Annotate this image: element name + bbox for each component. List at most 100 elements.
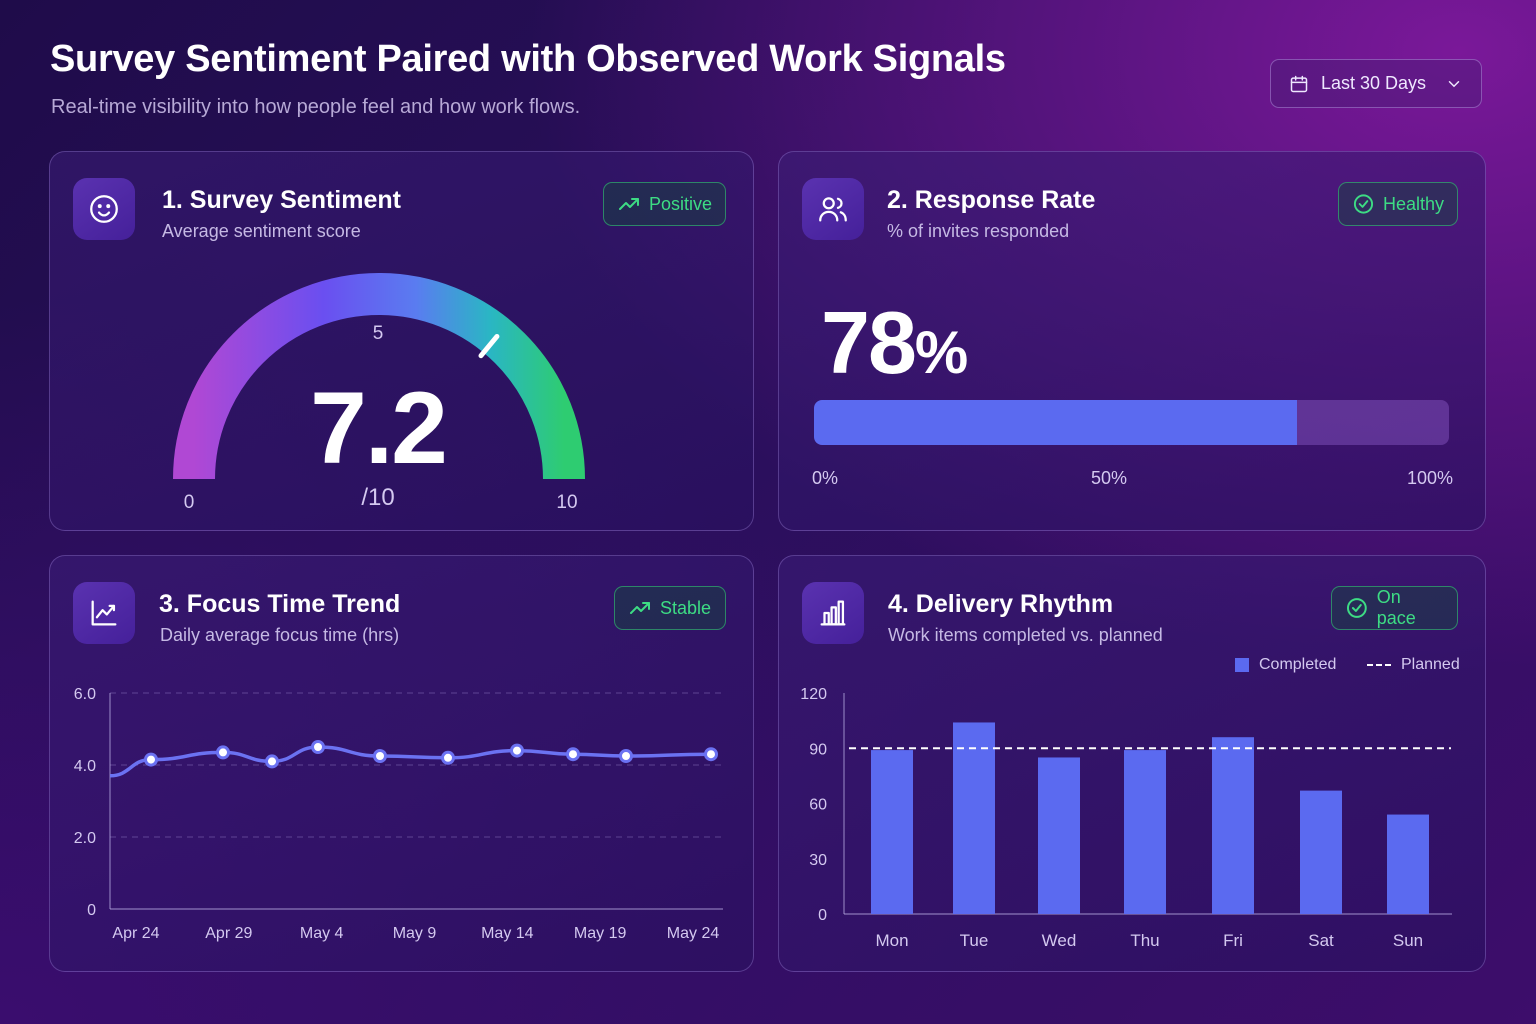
y-tick-label: 120 (800, 686, 827, 703)
y-tick-label: 0 (818, 907, 827, 924)
sentiment-card: 1. Survey Sentiment Average sentiment sc… (49, 151, 754, 531)
response-status-badge: Healthy (1338, 182, 1458, 226)
legend-completed-label: Completed (1259, 656, 1337, 673)
completed-bar[interactable] (1038, 757, 1080, 914)
calendar-icon (1290, 75, 1308, 92)
legend-completed-swatch (1235, 658, 1249, 672)
x-tick-label: Apr 24 (112, 925, 159, 942)
x-tick-label: May 19 (574, 925, 627, 942)
x-tick-label: Thu (1130, 931, 1159, 950)
sentiment-suffix: /10 (361, 484, 395, 511)
y-tick-label: 90 (809, 741, 827, 758)
response-icon-box (802, 178, 864, 240)
response-title: 2. Response Rate (887, 186, 1096, 214)
trending-up-icon (630, 602, 650, 614)
smile-icon (90, 195, 118, 223)
gauge-mid-label: 5 (373, 323, 384, 344)
x-tick-label: Mon (875, 931, 908, 950)
gauge-max-label: 10 (556, 492, 577, 513)
progress-tick-100: 100% (1407, 468, 1454, 488)
x-tick-label: Sat (1308, 931, 1334, 950)
completed-bar[interactable] (1300, 790, 1342, 914)
focus-title: 3. Focus Time Trend (159, 590, 401, 618)
y-tick-label: 0 (87, 902, 96, 919)
response-rate-card: 2. Response Rate % of invites responded … (778, 151, 1486, 531)
focus-line-chart: 0 2.0 4.0 6.0 Apr 24 Apr 29 May 4 May 9 May 14 Ma… (74, 686, 723, 942)
focus-data-point[interactable] (510, 743, 524, 758)
page-title: Survey Sentiment Paired with Observed Wo… (50, 38, 1006, 80)
legend-planned-swatch (1367, 664, 1391, 666)
legend-completed: Completed (1235, 656, 1336, 674)
y-tick-label: 6.0 (74, 686, 96, 703)
completed-bar[interactable] (871, 750, 913, 914)
y-tick-label: 60 (809, 797, 827, 814)
focus-icon-box (73, 582, 135, 644)
page-subtitle: Real-time visibility into how people fee… (51, 96, 581, 118)
sentiment-gauge: 0 5 10 (173, 273, 585, 513)
focus-status-badge: Stable (614, 586, 726, 630)
focus-data-point[interactable] (619, 749, 633, 763)
response-subtitle: % of invites responded (887, 221, 1070, 241)
chevron-down-icon (1448, 81, 1460, 88)
legend-planned-label: Planned (1401, 656, 1460, 673)
trending-up-icon (618, 198, 639, 210)
x-tick-label: Apr 29 (205, 925, 252, 942)
focus-data-point[interactable] (566, 747, 580, 762)
progress-tick-50: 50% (1091, 468, 1128, 488)
sentiment-status-badge: Positive (603, 182, 726, 226)
response-rate-unit: % (914, 319, 969, 386)
sentiment-value: 7.2 (310, 371, 448, 485)
delivery-badge-label: On pace (1376, 587, 1416, 628)
response-progress-fill (814, 400, 1297, 445)
check-circle-icon (1346, 598, 1367, 618)
focus-data-point[interactable] (311, 740, 325, 754)
gauge-min-label: 0 (184, 492, 195, 513)
focus-time-card: 3. Focus Time Trend Daily average focus … (49, 555, 754, 972)
x-tick-label: May 14 (481, 925, 534, 942)
completed-bar[interactable] (953, 722, 995, 914)
x-tick-label: May 9 (393, 925, 437, 942)
legend-planned: Planned (1367, 656, 1460, 674)
bar-chart-icon (820, 600, 846, 626)
response-rate-value: 78% (821, 292, 968, 394)
focus-badge-label: Stable (660, 597, 712, 618)
y-tick-label: 2.0 (74, 830, 96, 847)
focus-data-point[interactable] (144, 752, 158, 767)
delivery-title: 4. Delivery Rhythm (888, 590, 1114, 618)
sentiment-title: 1. Survey Sentiment (162, 186, 401, 214)
x-tick-label: Wed (1042, 931, 1077, 950)
y-tick-label: 4.0 (74, 758, 96, 775)
users-icon (819, 197, 847, 222)
completed-bar[interactable] (1124, 750, 1166, 914)
focus-data-point[interactable] (441, 750, 455, 765)
delivery-subtitle: Work items completed vs. planned (888, 625, 1163, 645)
response-rate-number: 78 (821, 293, 917, 392)
sentiment-badge-label: Positive (648, 193, 712, 214)
x-tick-label: May 24 (667, 925, 720, 942)
line-chart-icon (91, 600, 117, 626)
delivery-bar-chart: 0 30 60 90 120 Mon Tue Wed Thu Fri Sat Sun (800, 686, 1452, 950)
focus-data-point[interactable] (373, 749, 387, 763)
x-tick-label: Tue (960, 931, 989, 950)
focus-data-point[interactable] (265, 754, 279, 769)
response-badge-label: Healthy (1382, 193, 1444, 214)
sentiment-icon-box (73, 178, 135, 240)
x-tick-label: May 4 (300, 925, 344, 942)
date-range-label: Last 30 Days (1321, 73, 1427, 93)
check-circle-icon (1353, 194, 1374, 214)
completed-bar[interactable] (1387, 814, 1429, 914)
response-progress-bar (814, 400, 1449, 445)
x-tick-label: Sun (1393, 931, 1423, 950)
focus-data-point[interactable] (704, 747, 718, 762)
gauge-marker (478, 333, 500, 359)
progress-tick-0: 0% (812, 468, 839, 488)
focus-data-point[interactable] (216, 745, 230, 760)
gauge-track (173, 273, 585, 480)
date-range-dropdown[interactable]: Last 30 Days (1270, 59, 1482, 108)
focus-subtitle: Daily average focus time (hrs) (160, 625, 400, 645)
sentiment-subtitle: Average sentiment score (162, 221, 361, 241)
delivery-icon-box (802, 582, 864, 644)
x-tick-label: Fri (1223, 931, 1243, 950)
y-tick-label: 30 (809, 852, 827, 869)
completed-bar[interactable] (1212, 737, 1254, 914)
